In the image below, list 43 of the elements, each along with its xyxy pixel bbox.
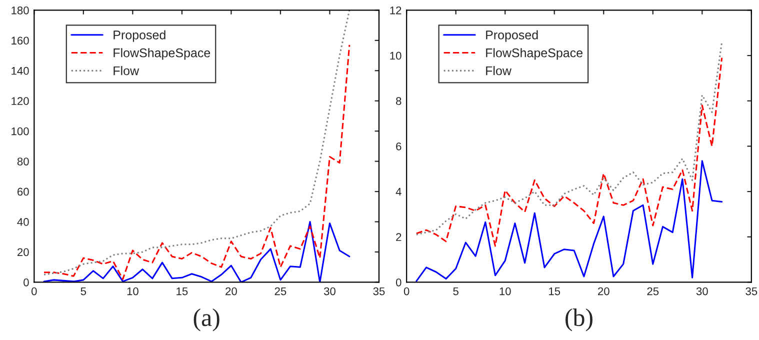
x-tick-label: 35 [746,287,758,296]
y-tick-label: 4 [396,188,402,196]
x-tick-label: 30 [696,287,708,296]
y-tick-label: 0 [396,278,402,286]
y-tick-label: 60 [18,188,29,196]
legend-label: Proposed [486,30,538,42]
line-series [43,220,350,282]
y-tick-label: 40 [17,218,29,226]
x-tick-label: 15 [176,287,188,296]
x-tick-label: 0 [404,287,410,296]
y-tick-label: 2 [396,233,402,241]
legend-label: Flow [114,66,140,76]
x-tick-label: 15 [549,287,560,296]
y-tick-label: 0 [24,278,29,286]
y-tick-label: 8 [396,97,402,105]
x-tick-label: 25 [274,287,286,296]
line-series [416,160,723,282]
x-tick-label: 35 [373,287,385,296]
legend-label: FlowShapeSpace [486,48,582,60]
y-tick-label: 180 [12,6,29,14]
y-tick-label: 120 [12,97,29,105]
x-tick-label: 10 [127,287,138,296]
y-tick-label: 20 [17,248,29,256]
y-tick-label: 80 [17,158,29,166]
x-axis-title: (a) [194,308,220,332]
x-tick-label: 25 [647,287,659,296]
y-tick-label: 100 [12,127,29,136]
x-tick-label: 20 [226,287,237,296]
legend-label: Proposed [114,30,166,42]
x-axis-title: (b) [566,308,592,332]
y-tick-label: 12 [390,6,402,14]
x-tick-label: 30 [324,287,336,296]
legend-label: FlowShapeSpace [114,48,210,60]
x-tick-label: 5 [453,287,458,296]
y-tick-label: 10 [390,52,402,60]
legend-label: Flow [486,66,512,76]
x-tick-label: 0 [32,287,37,296]
x-tick-label: 10 [500,287,511,296]
x-tick-label: 20 [598,287,610,296]
y-tick-label: 160 [12,36,29,45]
y-tick-label: 140 [12,66,29,75]
x-tick-label: 5 [80,287,86,296]
y-tick-label: 6 [396,142,402,150]
